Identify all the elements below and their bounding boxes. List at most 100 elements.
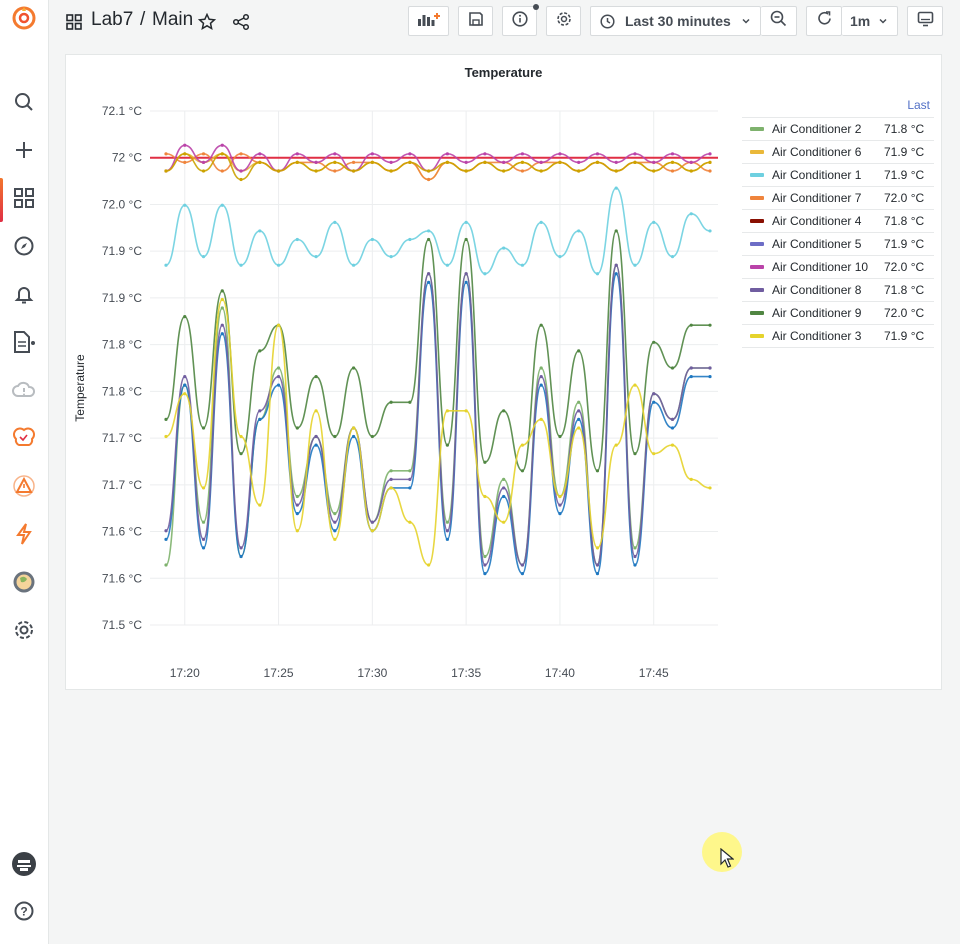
legend-row[interactable]: Air Conditioner 4 71.8 °C bbox=[742, 210, 934, 233]
data-point bbox=[239, 546, 243, 550]
zoom-out-icon bbox=[770, 10, 787, 32]
data-point bbox=[427, 563, 431, 567]
reports-icon[interactable] bbox=[0, 322, 48, 362]
data-point bbox=[652, 169, 656, 173]
notification-dot bbox=[533, 4, 539, 10]
data-point bbox=[614, 186, 618, 190]
breadcrumb-dashboard[interactable]: Main bbox=[152, 9, 194, 30]
legend-series-name[interactable]: Air Conditioner 10 bbox=[772, 260, 869, 274]
legend-swatch bbox=[750, 219, 764, 223]
add-panel-button[interactable] bbox=[408, 6, 449, 36]
data-point bbox=[295, 503, 299, 507]
data-point bbox=[164, 169, 168, 173]
refresh-button[interactable] bbox=[806, 6, 842, 36]
grafana-logo-icon[interactable] bbox=[0, 0, 48, 38]
breadcrumb-folder[interactable]: Lab7 bbox=[91, 9, 134, 30]
time-range-picker[interactable]: Last 30 minutes bbox=[590, 6, 761, 36]
search-icon[interactable] bbox=[0, 82, 48, 122]
dashboard-settings-button[interactable] bbox=[546, 6, 581, 36]
series-line bbox=[165, 144, 711, 172]
mouse-pointer-icon bbox=[720, 847, 735, 873]
y-tick-label: 71.9 °C bbox=[102, 291, 142, 305]
tv-mode-button[interactable] bbox=[907, 6, 943, 36]
dashboard-info-button[interactable] bbox=[502, 6, 537, 36]
series-line bbox=[165, 153, 711, 181]
cloud-alert-icon[interactable] bbox=[0, 370, 48, 410]
svg-text:?: ? bbox=[20, 905, 27, 919]
refresh-interval-picker[interactable]: 1m bbox=[842, 6, 898, 36]
legend-series-name[interactable]: Air Conditioner 4 bbox=[772, 214, 862, 228]
legend-row[interactable]: Air Conditioner 2 71.8 °C bbox=[742, 117, 934, 141]
data-point bbox=[445, 160, 449, 164]
data-point bbox=[464, 409, 468, 413]
data-point bbox=[239, 452, 243, 456]
temperature-panel[interactable]: Temperature 72.1 °C 72 °C 72.0 °C 71.9 °C 71… bbox=[65, 54, 942, 690]
data-point bbox=[276, 374, 281, 379]
data-point bbox=[595, 160, 600, 164]
data-point bbox=[558, 512, 562, 516]
alerting-bell-icon[interactable] bbox=[0, 274, 48, 314]
data-point bbox=[539, 383, 543, 387]
legend-header-last[interactable]: Last bbox=[907, 98, 930, 112]
data-point bbox=[577, 229, 581, 233]
data-point bbox=[595, 152, 600, 156]
data-point bbox=[333, 537, 337, 541]
data-point bbox=[708, 169, 712, 173]
legend-series-name[interactable]: Air Conditioner 9 bbox=[772, 306, 862, 320]
explore-compass-icon[interactable] bbox=[0, 226, 48, 266]
brain-icon[interactable] bbox=[0, 418, 48, 458]
dashboards-icon[interactable] bbox=[0, 178, 48, 218]
data-point bbox=[633, 160, 637, 164]
legend-series-name[interactable]: Air Conditioner 7 bbox=[772, 191, 862, 205]
data-point bbox=[295, 160, 299, 164]
legend-row[interactable]: Air Conditioner 7 72.0 °C bbox=[742, 187, 934, 210]
legend-series-name[interactable]: Air Conditioner 8 bbox=[772, 283, 862, 297]
data-point bbox=[314, 434, 318, 439]
plus-icon[interactable] bbox=[0, 130, 48, 170]
legend-series-name[interactable]: Air Conditioner 6 bbox=[772, 145, 862, 159]
data-point bbox=[558, 503, 562, 507]
warning-triangle-icon[interactable] bbox=[0, 466, 48, 506]
data-point bbox=[201, 537, 206, 541]
data-point bbox=[483, 152, 487, 156]
data-point bbox=[183, 203, 187, 207]
legend-row[interactable]: Air Conditioner 1 71.9 °C bbox=[742, 164, 934, 187]
help-icon[interactable]: ? bbox=[0, 891, 48, 931]
data-point bbox=[276, 323, 281, 327]
data-point bbox=[220, 203, 224, 207]
star-icon[interactable] bbox=[197, 12, 217, 36]
x-tick-label: 17:35 bbox=[451, 666, 481, 680]
lightning-icon[interactable] bbox=[0, 514, 48, 554]
user-avatar-icon[interactable] bbox=[0, 844, 48, 884]
legend-series-name[interactable]: Air Conditioner 5 bbox=[772, 237, 862, 251]
chevron-down-icon bbox=[878, 16, 888, 26]
data-point bbox=[633, 263, 637, 267]
gear-icon[interactable] bbox=[0, 610, 48, 650]
legend-series-name[interactable]: Air Conditioner 3 bbox=[772, 329, 862, 343]
panel-title[interactable]: Temperature bbox=[464, 65, 543, 80]
temperature-chart[interactable]: 72.1 °C 72 °C 72.0 °C 71.9 °C 71.9 °C 71.8 °C… bbox=[66, 55, 726, 685]
legend-row[interactable]: Air Conditioner 3 71.9 °C bbox=[742, 325, 934, 348]
share-icon[interactable] bbox=[232, 13, 250, 36]
data-point bbox=[708, 366, 712, 370]
legend-row[interactable]: Air Conditioner 9 72.0 °C bbox=[742, 302, 934, 325]
data-point bbox=[201, 169, 206, 173]
legend-series-name[interactable]: Air Conditioner 2 bbox=[772, 122, 862, 136]
globe-icon[interactable] bbox=[0, 562, 48, 602]
save-dashboard-button[interactable] bbox=[458, 6, 493, 36]
data-point bbox=[445, 409, 449, 413]
legend-row[interactable]: Air Conditioner 6 71.9 °C bbox=[742, 141, 934, 164]
refresh-interval-label: 1m bbox=[850, 13, 871, 29]
data-point bbox=[633, 452, 637, 456]
legend-row[interactable]: Air Conditioner 8 71.8 °C bbox=[742, 279, 934, 302]
legend-series-name[interactable]: Air Conditioner 1 bbox=[772, 168, 862, 182]
data-point bbox=[558, 494, 562, 499]
data-point bbox=[464, 169, 468, 173]
legend-swatch bbox=[750, 173, 764, 177]
zoom-out-button[interactable] bbox=[761, 6, 797, 36]
legend-row[interactable]: Air Conditioner 5 71.9 °C bbox=[742, 233, 934, 256]
data-point bbox=[276, 263, 281, 267]
data-point bbox=[333, 529, 337, 533]
data-point bbox=[389, 469, 393, 473]
legend-row[interactable]: Air Conditioner 10 72.0 °C bbox=[742, 256, 934, 279]
